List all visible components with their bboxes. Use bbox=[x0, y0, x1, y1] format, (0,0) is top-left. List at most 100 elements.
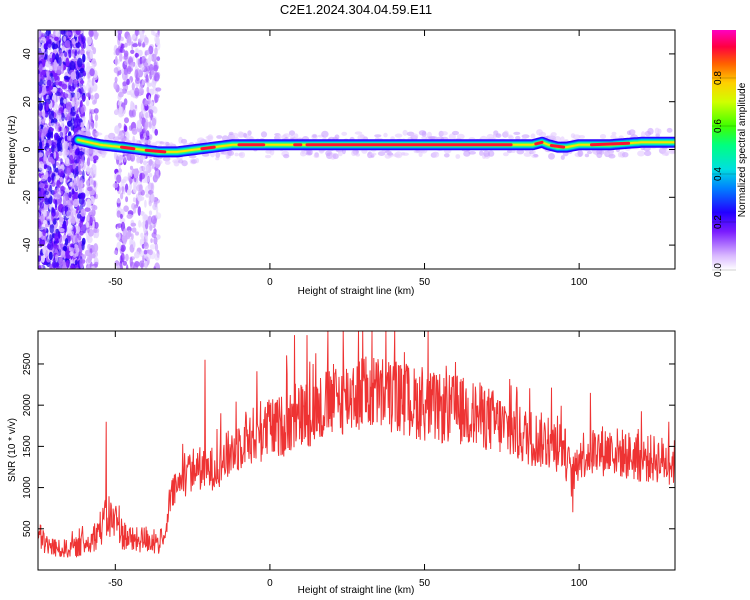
noise-blob bbox=[148, 200, 152, 207]
noise-blob bbox=[82, 70, 87, 77]
noise-blob bbox=[57, 141, 63, 152]
noise-blob bbox=[148, 210, 153, 216]
noise-blob bbox=[64, 188, 70, 194]
halo-blob bbox=[550, 132, 557, 137]
noise-blob bbox=[138, 220, 142, 228]
noise-blob bbox=[63, 75, 69, 80]
halo-blob bbox=[510, 149, 516, 153]
noise-blob bbox=[146, 86, 150, 94]
halo-blob bbox=[355, 153, 360, 157]
noise-blob bbox=[156, 56, 161, 62]
noise-blob bbox=[49, 234, 52, 244]
noise-blob bbox=[141, 79, 145, 86]
noise-blob bbox=[38, 152, 44, 158]
noise-blob bbox=[58, 168, 64, 177]
noise-blob bbox=[144, 111, 150, 119]
noise-blob bbox=[139, 172, 143, 183]
noise-blob bbox=[55, 210, 60, 217]
noise-blob bbox=[118, 168, 122, 173]
noise-blob bbox=[154, 47, 158, 56]
halo-blob bbox=[647, 127, 654, 135]
noise-blob bbox=[118, 91, 124, 98]
noise-blob bbox=[74, 103, 78, 112]
noise-blob bbox=[39, 110, 43, 117]
noise-blob bbox=[49, 85, 54, 90]
noise-blob bbox=[134, 104, 138, 109]
noise-blob bbox=[154, 90, 159, 95]
noise-blob bbox=[61, 83, 68, 90]
noise-blob bbox=[154, 128, 158, 136]
noise-blob bbox=[60, 158, 63, 165]
halo-blob bbox=[572, 134, 581, 140]
halo-blob bbox=[283, 154, 290, 159]
snr-y-axis-label: SNR (10 * v/v) bbox=[7, 418, 18, 482]
halo-blob bbox=[611, 131, 617, 136]
noise-blob bbox=[94, 261, 99, 266]
noise-blob bbox=[129, 62, 135, 68]
snr-frame bbox=[37, 330, 676, 571]
noise-blob bbox=[121, 186, 125, 192]
noise-blob bbox=[62, 93, 69, 98]
noise-blob bbox=[86, 235, 91, 241]
noise-blob bbox=[141, 109, 146, 119]
colorbar-tick-label: 0.8 bbox=[713, 71, 724, 85]
halo-blob bbox=[118, 154, 124, 161]
noise-blob bbox=[56, 262, 59, 268]
noise-blob bbox=[119, 52, 123, 62]
noise-blob bbox=[87, 78, 91, 83]
snr-line bbox=[38, 331, 675, 558]
noise-blob bbox=[134, 87, 140, 97]
colorbar-label: Normalized spectral amplitude bbox=[737, 82, 748, 217]
noise-blob bbox=[81, 199, 86, 207]
noise-blob bbox=[79, 230, 84, 236]
noise-blob bbox=[150, 182, 155, 192]
halo-blob bbox=[455, 154, 461, 159]
halo-blob bbox=[269, 148, 275, 156]
noise-blob bbox=[153, 171, 159, 182]
noise-blob bbox=[38, 37, 41, 43]
noise-blob bbox=[134, 69, 139, 79]
noise-blob bbox=[93, 155, 99, 161]
noise-blob bbox=[93, 180, 97, 188]
noise-blob bbox=[38, 70, 41, 75]
y-tick-label: 0 bbox=[22, 146, 33, 152]
noise-blob bbox=[38, 218, 41, 228]
noise-blob bbox=[54, 199, 58, 208]
noise-blob bbox=[80, 208, 87, 217]
x-tick-label: 50 bbox=[419, 277, 431, 288]
halo-blob bbox=[180, 138, 188, 144]
noise-blob bbox=[52, 43, 59, 50]
noise-blob bbox=[86, 221, 90, 229]
noise-blob bbox=[77, 57, 83, 68]
y-tick-label: 1000 bbox=[22, 476, 33, 499]
noise-blob bbox=[71, 188, 75, 195]
noise-blob bbox=[46, 236, 50, 244]
noise-blob bbox=[58, 125, 63, 132]
halo-blob bbox=[530, 133, 536, 139]
halo-blob bbox=[599, 134, 607, 139]
halo-blob bbox=[486, 133, 494, 141]
noise-blob bbox=[44, 190, 50, 196]
noise-blob bbox=[49, 57, 53, 63]
halo-blob bbox=[377, 151, 386, 157]
noise-blob bbox=[94, 221, 99, 229]
noise-blob bbox=[58, 81, 63, 87]
halo-blob bbox=[119, 135, 128, 142]
noise-blob bbox=[151, 215, 157, 225]
noise-blob bbox=[113, 250, 118, 255]
noise-blob bbox=[66, 167, 71, 174]
noise-blob bbox=[58, 56, 62, 67]
noise-blob bbox=[89, 68, 95, 77]
halo-blob bbox=[276, 133, 282, 141]
halo-blob bbox=[402, 152, 409, 156]
noise-blob bbox=[55, 69, 62, 74]
y-tick-label: 2000 bbox=[22, 394, 33, 417]
halo-blob bbox=[95, 132, 103, 136]
noise-blob bbox=[68, 92, 72, 101]
halo-blob bbox=[538, 131, 547, 138]
noise-blob bbox=[116, 198, 121, 204]
noise-blob bbox=[38, 264, 42, 269]
noise-blob bbox=[146, 58, 152, 64]
y-tick-label: -20 bbox=[22, 190, 33, 205]
noise-blob bbox=[78, 181, 84, 190]
